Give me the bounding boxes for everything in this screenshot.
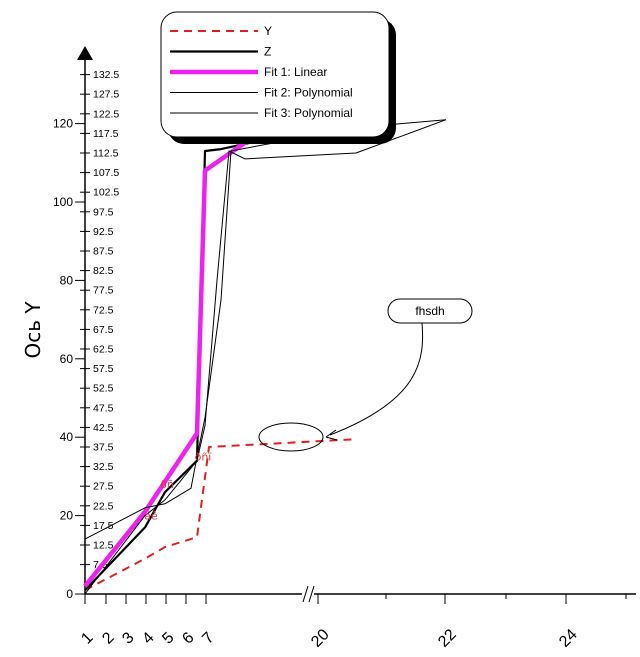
x-tick-label: 6 [179, 629, 197, 647]
point-labels: ðñ äê ðñï [144, 451, 212, 523]
y-minor-tick-label: 77.5 [93, 285, 114, 297]
x-tick-label: 5 [159, 629, 177, 647]
y-minor-tick-label: 27.5 [93, 481, 114, 493]
x-tick-label: 4 [139, 629, 157, 647]
point-label: ðñï [195, 451, 213, 464]
y-axis-arrow [77, 46, 93, 60]
series-line-fit-3-polynomial [84, 119, 447, 540]
y-tick-label: 20 [60, 509, 74, 523]
y-minor-tick-label: 32.5 [93, 461, 114, 473]
axes [77, 46, 636, 603]
y-tick-label: 40 [60, 430, 74, 444]
y-minor-tick-label: 132.5 [93, 69, 119, 81]
y-minor-tick-label: 42.5 [93, 422, 114, 434]
y-tick-label: 0 [66, 587, 73, 601]
y-tick-label: 100 [53, 195, 73, 209]
y-minor-tick-label: 17.5 [93, 520, 114, 532]
series-line-fit-2-polynomial [84, 119, 447, 595]
y-minor-tick-label: 37.5 [93, 442, 114, 454]
x-tick-label: 3 [119, 629, 137, 647]
legend-label: Fit 1: Linear [264, 65, 327, 79]
y-axis-label: Ось Y [21, 301, 45, 359]
legend-label: Y [264, 24, 272, 38]
point-label: äê [144, 510, 158, 523]
y-minor-tick-label: 22.5 [93, 500, 114, 512]
legend: YZ Fit 1: Linear Fit 2: Polynomial Fit 3: P… [160, 11, 396, 144]
y-minor-tick-label: 72.5 [93, 304, 114, 316]
y-tick-label: 120 [53, 117, 73, 131]
y-minor-tick-label: 52.5 [93, 383, 114, 395]
y-minor-tick-label: 117.5 [93, 128, 119, 140]
annotation-bubble [387, 298, 473, 324]
legend-label: Fit 2: Polynomial [264, 86, 353, 100]
x-tick-label: 7 [199, 629, 217, 647]
y-minor-tick-label: 92.5 [93, 226, 114, 238]
x-tick-label: 22 [435, 626, 460, 651]
y-minor-tick-label: 127.5 [93, 89, 119, 101]
y-minor-tick-label: 47.5 [93, 402, 114, 414]
x-tick-label: 24 [556, 626, 581, 651]
y-minor-tick-label: 122.5 [93, 108, 119, 120]
y-minor-tick-label: 57.5 [93, 363, 114, 375]
annotation: fhsdh [258, 298, 473, 452]
y-minor-tick-label: 12.5 [93, 540, 114, 552]
y-tick-label: 80 [60, 273, 74, 287]
x-tick-label: 2 [99, 629, 117, 647]
point-label: ðñ [160, 478, 174, 491]
y-minor-tick-label: 82.5 [93, 265, 114, 277]
y-minor-tick-label: 102.5 [93, 187, 119, 199]
legend-label: Z [264, 45, 271, 59]
annotation-arrow [329, 322, 424, 436]
series-line-z [84, 118, 357, 591]
series [83, 62, 447, 595]
y-minor-tick-label: 62.5 [93, 344, 114, 356]
y-minor-tick-label: 97.5 [93, 206, 114, 218]
annotation-text: fhsdh [415, 304, 444, 318]
legend-label: Fit 3: Polynomial [264, 106, 353, 120]
x-tick-label: 1 [78, 629, 96, 647]
series-line-y [84, 438, 357, 591]
ticks: 0204060801001207.512.517.522.527.532.537… [53, 69, 627, 651]
x-tick-label: 20 [308, 626, 333, 651]
y-minor-tick-label: 112.5 [93, 148, 119, 160]
annotation-ellipse [258, 422, 324, 452]
y-minor-tick-label: 67.5 [93, 324, 114, 336]
x-axis-break [308, 585, 315, 603]
annotation-arrowhead [325, 429, 338, 441]
y-tick-label: 60 [60, 352, 74, 366]
legend-box [160, 11, 390, 138]
x-axis-break [302, 585, 309, 603]
y-minor-tick-label: 87.5 [93, 246, 114, 258]
y-minor-tick-label: 107.5 [93, 167, 119, 179]
